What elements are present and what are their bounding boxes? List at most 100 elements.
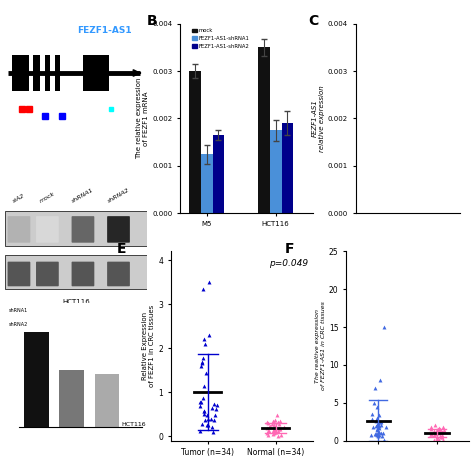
Point [275, 426, 283, 433]
Point [276, 425, 284, 433]
Point [435, 436, 442, 444]
Point [438, 431, 446, 438]
Point [369, 410, 376, 418]
Point [380, 429, 387, 437]
Text: shRNA1: shRNA1 [9, 308, 27, 313]
Point [202, 340, 210, 347]
Point [199, 285, 207, 292]
Point [198, 358, 206, 366]
Bar [201, 154, 212, 213]
Point [432, 428, 440, 436]
FancyBboxPatch shape [36, 262, 59, 286]
Text: shRNA2: shRNA2 [9, 322, 27, 328]
Point [264, 431, 272, 438]
Text: siA2: siA2 [12, 193, 26, 204]
Point [433, 433, 441, 440]
Point [212, 405, 219, 413]
Point [381, 437, 388, 444]
FancyBboxPatch shape [107, 262, 130, 286]
Point [374, 432, 382, 440]
Point [196, 402, 204, 410]
Point [439, 436, 447, 444]
Point [199, 394, 206, 401]
Point [427, 430, 434, 438]
Point [200, 355, 207, 362]
Text: B: B [147, 14, 157, 28]
Point [269, 430, 276, 438]
FancyBboxPatch shape [72, 216, 94, 243]
Point [372, 430, 379, 438]
Bar [59, 370, 84, 427]
Point [375, 428, 383, 436]
Point [205, 331, 212, 339]
Bar [55, 55, 60, 91]
Point [197, 363, 205, 370]
Text: shRNA2: shRNA2 [107, 187, 130, 204]
Bar [189, 71, 201, 213]
FancyBboxPatch shape [72, 262, 94, 286]
Bar [45, 55, 50, 91]
Point [201, 382, 208, 390]
Point [271, 427, 278, 435]
Point [208, 404, 216, 412]
Point [437, 433, 445, 440]
Point [369, 423, 377, 431]
Point [196, 398, 203, 405]
Point [437, 432, 444, 440]
Point [270, 429, 278, 437]
Point [440, 426, 448, 433]
Point [272, 424, 280, 432]
Point [373, 422, 380, 430]
Text: mock: mock [39, 191, 56, 204]
Text: E: E [117, 242, 126, 256]
Point [374, 419, 382, 427]
Point [438, 428, 446, 436]
Point [269, 428, 277, 435]
FancyBboxPatch shape [8, 216, 30, 243]
Point [201, 410, 208, 418]
Point [205, 278, 212, 286]
Point [209, 423, 216, 430]
Point [374, 426, 381, 433]
FancyBboxPatch shape [107, 216, 130, 243]
Point [431, 421, 439, 428]
Point [275, 424, 283, 432]
Point [270, 421, 278, 428]
FancyBboxPatch shape [8, 262, 30, 286]
Bar [12, 55, 29, 91]
Point [377, 418, 385, 425]
Point [427, 423, 435, 430]
Point [210, 416, 218, 424]
Point [201, 417, 209, 424]
Text: F: F [284, 242, 294, 256]
Point [436, 429, 443, 437]
Point [264, 418, 271, 425]
Point [439, 423, 447, 431]
Point [382, 423, 390, 431]
Point [264, 424, 271, 432]
Point [375, 422, 383, 430]
Point [374, 426, 381, 433]
Point [196, 428, 204, 435]
Y-axis label: The realtive expression
of FEZF1-AS1 in CRC tissues: The realtive expression of FEZF1-AS1 in … [315, 301, 326, 391]
Y-axis label: FEZF1-AS1
relative expression: FEZF1-AS1 relative expression [312, 85, 325, 152]
Point [430, 431, 438, 438]
Point [268, 420, 275, 428]
Point [375, 431, 383, 439]
Bar [258, 47, 270, 213]
Point [203, 421, 211, 429]
Point [370, 399, 377, 407]
Bar [83, 55, 109, 91]
Point [376, 376, 383, 384]
Bar [5, 211, 147, 246]
Point [373, 403, 381, 410]
Point [434, 426, 441, 433]
Point [210, 428, 217, 436]
Point [427, 430, 435, 438]
Point [276, 418, 283, 425]
Point [270, 417, 277, 425]
Point [434, 433, 441, 441]
Point [375, 425, 383, 432]
Point [371, 431, 379, 438]
Point [427, 430, 434, 438]
